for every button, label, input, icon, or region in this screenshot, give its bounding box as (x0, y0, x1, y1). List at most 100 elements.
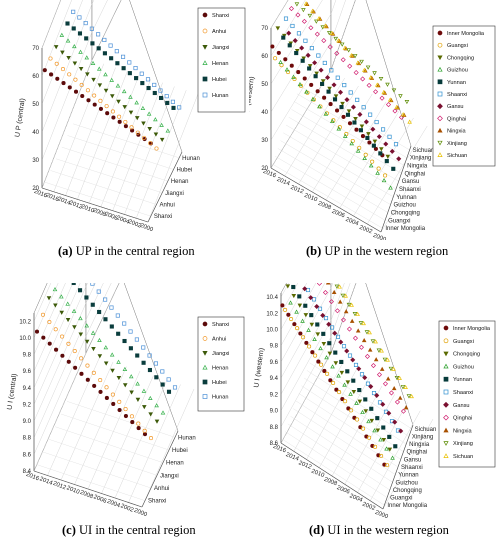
legend-marker-ningxia (443, 427, 449, 433)
province-tick-label: Guangxi (390, 496, 412, 502)
floor-grid-province (73, 123, 180, 159)
data-point-qinghai (360, 76, 366, 82)
data-point-guangxi (370, 159, 375, 164)
province-tick-label: Inner Mongolia (385, 226, 425, 232)
data-point-hubei (166, 389, 172, 394)
data-point-inner-mongolia (289, 63, 294, 68)
data-point-qinghai (385, 102, 392, 108)
data-point-jiangxi (109, 94, 115, 99)
province-tick-label: Shaanxi (401, 465, 423, 471)
data-point-hunan (114, 49, 119, 54)
floor-grid-province (50, 170, 157, 205)
data-point-xinjiang (352, 312, 358, 317)
data-point-shaanxi (305, 287, 311, 293)
data-point-sichuan (355, 60, 361, 65)
data-point-qinghai (308, 25, 314, 31)
legend-marker-qinghai (437, 115, 443, 122)
data-point-shaanxi (368, 112, 373, 117)
data-point-shanxi (79, 371, 84, 376)
data-point-yunnan (315, 322, 320, 327)
data-point-guangxi (301, 335, 306, 340)
data-point-guizhou (336, 373, 341, 378)
data-point-chongqing (353, 116, 358, 122)
province-tick-label: Gansu (404, 457, 422, 463)
province-tick-label: Hubei (177, 168, 193, 174)
province-tick-label: Ningxia (409, 442, 430, 448)
data-point-guizhou (288, 300, 293, 305)
data-point-inner-mongolia (354, 127, 359, 132)
data-point-anhui (129, 414, 134, 419)
legend-label-guizhou: Guizhou (447, 68, 468, 74)
data-point-jiangxi (72, 61, 78, 66)
data-point-shaanxi (371, 390, 377, 396)
data-point-jiangxi (97, 83, 103, 88)
data-point-guangxi (357, 145, 362, 150)
data-point-chongqing (366, 132, 371, 137)
data-point-ningxia (391, 385, 397, 391)
data-point-shanxi (123, 413, 128, 419)
data-point-chongqing (297, 303, 303, 308)
data-point-anhui (60, 67, 66, 72)
data-point-ningxia (385, 376, 391, 381)
data-point-yunnan (384, 159, 389, 164)
data-point-guangxi (305, 90, 310, 95)
data-point-sichuan (337, 284, 342, 289)
series-hunan (90, 283, 178, 390)
floor-grid-year (325, 101, 387, 201)
data-point-henan (160, 410, 166, 415)
data-point-xinjiang (388, 366, 394, 371)
data-point-shanxi (130, 420, 135, 425)
data-point-anhui (85, 88, 90, 93)
legend-label-ningxia: Ningxia (447, 129, 467, 135)
data-point-qinghai (358, 344, 364, 350)
data-point-henan (59, 32, 65, 37)
data-point-henan (52, 287, 58, 292)
province-tick-label: Gansu (402, 179, 420, 185)
data-point-jiangxi (103, 361, 109, 366)
data-point-yunnan (365, 135, 370, 140)
z-tick-label: 9.2 (23, 402, 32, 408)
data-point-qinghai (382, 381, 388, 387)
province-tick-label: Qinghai (406, 450, 427, 456)
z-tick-label: 9.2 (270, 392, 279, 398)
province-tick-label: Chongqing (391, 210, 420, 216)
data-point-jiangxi (46, 296, 52, 301)
data-point-hubei (171, 105, 176, 110)
series-ningxia (325, 283, 409, 410)
legend-label-hubei: Hubei (212, 77, 227, 83)
wall-grid-z (330, 283, 339, 305)
data-point-yunnan (352, 120, 357, 125)
data-point-hunan (133, 66, 138, 71)
data-point-qinghai (400, 408, 406, 414)
data-point-anhui (47, 319, 52, 325)
data-point-shaanxi (387, 134, 392, 139)
data-point-chongqing (320, 79, 326, 84)
data-point-hubei (135, 353, 140, 358)
data-point-henan (135, 381, 140, 386)
data-point-guizhou (362, 155, 367, 160)
legend-label-shaanxi: Shaanxi (447, 92, 467, 98)
data-point-chongqing (339, 370, 345, 375)
data-point-gansu (350, 357, 356, 363)
data-point-shanxi (86, 98, 91, 103)
legend-marker-hubei (202, 379, 208, 385)
year-tick-label: 2008 (317, 201, 332, 212)
data-point-hunan (90, 283, 95, 286)
data-point-qinghai (373, 89, 379, 95)
data-point-qinghai (322, 289, 328, 296)
data-point-sichuan (303, 1, 309, 6)
data-point-anhui (92, 93, 97, 98)
data-point-guizhou (323, 111, 329, 116)
data-point-gansu (376, 134, 382, 140)
year-tick-label: 2000 (139, 223, 154, 234)
data-point-hubei (109, 324, 114, 329)
data-point-anhui (110, 392, 115, 397)
province-tick-label: Anhui (160, 203, 175, 209)
data-point-shanxi (123, 124, 128, 129)
data-point-shanxi (98, 106, 104, 111)
data-point-yunnan (332, 97, 338, 102)
data-point-guangxi (363, 152, 368, 157)
data-point-henan (109, 352, 115, 357)
data-point-shaanxi (359, 372, 365, 377)
data-point-yunnan (281, 35, 286, 40)
